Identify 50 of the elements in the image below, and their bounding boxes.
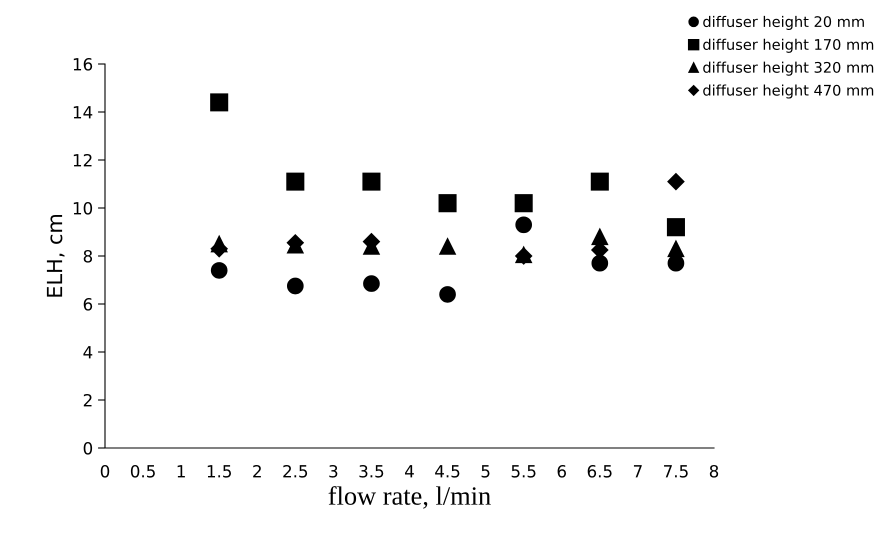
x-tick-label: 5.5 xyxy=(512,465,536,478)
point xyxy=(439,286,456,303)
x-tick-label: 1 xyxy=(178,465,185,478)
point xyxy=(668,240,684,258)
x-tick-label: 0.5 xyxy=(130,464,155,478)
x-tick-label: 2.5 xyxy=(283,464,308,478)
point xyxy=(514,194,533,212)
y-tick-label: 4 xyxy=(83,346,92,358)
point xyxy=(439,238,456,255)
x-tick-label: 1.5 xyxy=(208,465,231,478)
x-tick-label: 3 xyxy=(329,464,338,478)
point xyxy=(438,194,457,212)
x-tick-label: 4.5 xyxy=(435,465,460,478)
y-axis-title: ELH, cm xyxy=(46,215,65,297)
point xyxy=(362,172,380,191)
x-tick-label: 0 xyxy=(100,464,110,478)
y-tick-label: 10 xyxy=(74,202,92,215)
point xyxy=(363,275,380,292)
x-tick-label: 4 xyxy=(405,465,414,478)
point xyxy=(210,93,228,112)
point xyxy=(591,254,608,272)
y-tick-label: 14 xyxy=(74,106,92,118)
legend-label: diffuser height 470 mm xyxy=(703,84,874,99)
y-tick-label: 16 xyxy=(74,58,92,71)
x-tick-label: 3.5 xyxy=(359,464,384,478)
y-tick-label: 6 xyxy=(84,298,92,311)
y-tick-label: 2 xyxy=(84,394,92,406)
point xyxy=(666,218,685,236)
point xyxy=(210,262,228,279)
x-tick-label: 6.5 xyxy=(588,464,612,478)
legend-label: diffuser height 170 mm xyxy=(703,38,874,53)
legend-label: diffuser height 320 mm xyxy=(703,62,874,76)
point xyxy=(286,278,304,294)
point xyxy=(667,173,684,190)
legend-label: diffuser height 20 mm xyxy=(703,16,864,30)
point xyxy=(210,236,228,252)
x-tick-label: 7 xyxy=(634,465,642,478)
x-axis-title: flow rate, l/min xyxy=(328,486,491,509)
point xyxy=(286,172,304,191)
point xyxy=(591,228,608,246)
point xyxy=(590,172,609,191)
x-tick-label: 8 xyxy=(710,464,718,478)
y-tick-label: 0 xyxy=(84,442,92,455)
x-tick-label: 7.5 xyxy=(664,465,688,478)
x-tick-label: 6 xyxy=(558,464,566,478)
y-tick-label: 12 xyxy=(74,154,92,166)
y-tick-label: 8 xyxy=(84,250,92,263)
x-tick-label: 5 xyxy=(482,465,490,478)
point xyxy=(515,216,532,234)
x-tick-label: 2 xyxy=(253,464,261,478)
